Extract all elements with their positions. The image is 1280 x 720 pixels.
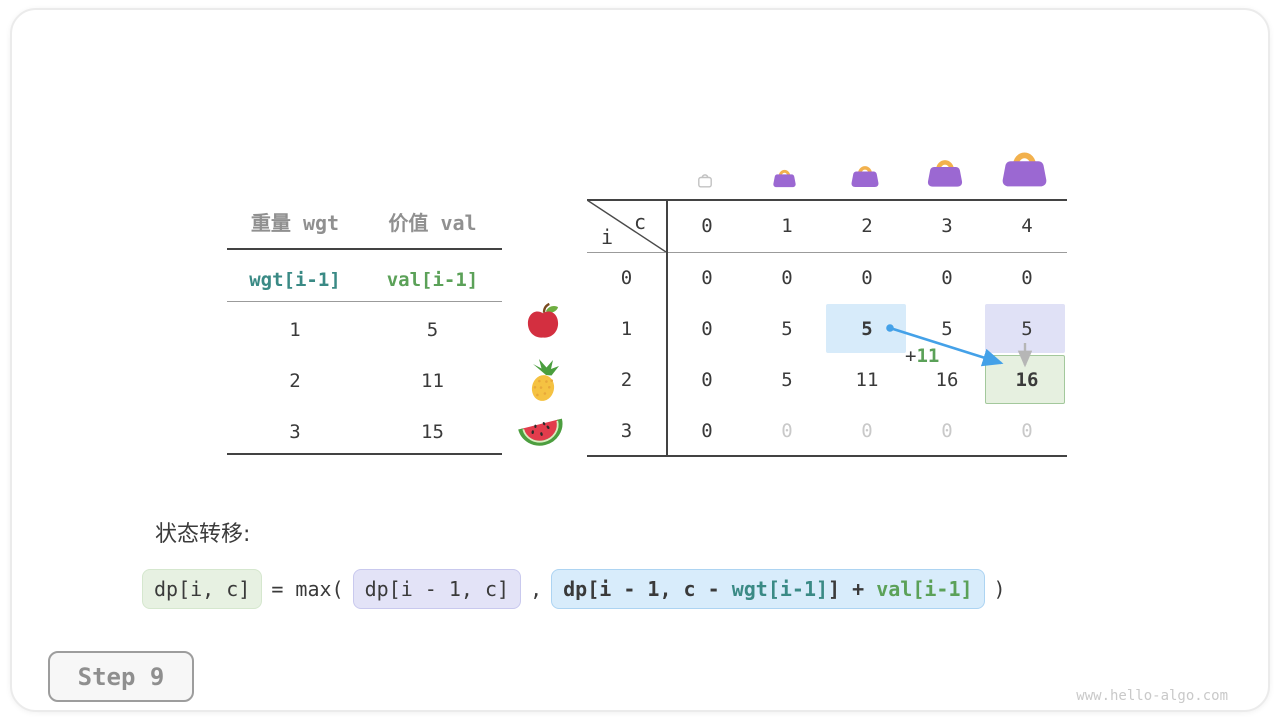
dp-cell: 0 <box>781 266 793 289</box>
dp-cell-uncomputed: 0 <box>781 419 793 442</box>
dp-cell: 5 <box>781 317 793 340</box>
dp-column-headers: 0 1 2 3 4 <box>667 200 1067 252</box>
dp-cell: 5 <box>941 317 953 340</box>
transition-arrows <box>886 324 1033 368</box>
dp-row-var-label: i <box>601 225 614 249</box>
weights-col-header: 重量 wgt <box>250 210 340 235</box>
dp-table-bottom-border <box>587 455 1067 457</box>
dp-cell: 0 <box>701 368 713 391</box>
value-cell: 11 <box>421 370 444 392</box>
value-cell: 5 <box>426 319 439 341</box>
plus-sign: + <box>905 345 917 367</box>
dp-cell-uncomputed: 0 <box>941 419 953 442</box>
dp-col-header: 1 <box>781 215 793 237</box>
dp-row-headers: 0 1 2 3 <box>587 252 666 456</box>
dp-cell: 0 <box>1021 266 1033 289</box>
pineapple-icon <box>531 359 559 401</box>
formula-comma: , <box>530 577 543 601</box>
divider <box>227 453 502 455</box>
dp-cell-target: 16 <box>1015 368 1039 391</box>
bag-outline-icon <box>697 170 713 188</box>
watermelon-icon <box>518 418 563 446</box>
formula-eq-max: = max( <box>271 577 344 601</box>
weight-cell: 1 <box>289 319 301 341</box>
figure-canvas: 重量 wgt 价值 val wgt[i-1] val[i-1] 1 5 2 11… <box>10 8 1270 712</box>
dp-cell-keep: 5 <box>1021 317 1033 340</box>
dp-cell: 16 <box>935 368 959 391</box>
divider <box>227 248 502 250</box>
dp-row-header: 0 <box>620 266 633 289</box>
take-arrow <box>889 326 1004 367</box>
dp-table-top-border <box>587 199 1067 201</box>
dp-row-header: 2 <box>620 368 633 391</box>
dp-cell-uncomputed: 0 <box>1021 419 1033 442</box>
transition-formula: dp[i, c] = max( dp[i - 1, c] , dp[i - 1,… <box>142 569 1006 609</box>
dp-col-var-label: c <box>634 210 647 234</box>
take-mid: ] + <box>828 577 877 601</box>
take-prefix: dp[i - 1, c - <box>563 577 732 601</box>
bag-xlarge-icon <box>1000 141 1049 188</box>
bag-small-icon <box>772 164 797 188</box>
apple-icon <box>527 302 559 338</box>
watermark: www.hello-algo.com <box>1076 688 1228 704</box>
value-cell: 15 <box>421 421 444 443</box>
dp-col-header: 3 <box>941 215 953 237</box>
values-col-header: 价值 val <box>388 210 477 235</box>
dp-cell: 0 <box>861 266 873 289</box>
take-wgt-term: wgt[i-1] <box>731 577 829 601</box>
weight-cell: 3 <box>289 421 301 443</box>
dp-col-header: 0 <box>701 215 713 237</box>
val-var-cell: val[i-1] <box>386 269 479 291</box>
gain-value: 11 <box>916 345 940 367</box>
formula-keep-pill: dp[i - 1, c] <box>352 569 522 609</box>
formula-lhs-pill: dp[i, c] <box>142 569 263 609</box>
dp-cell: 0 <box>701 266 713 289</box>
state-transition-heading: 状态转移: <box>155 522 251 547</box>
dp-table-header-divider <box>587 252 1067 253</box>
dp-cell-uncomputed: 0 <box>861 419 873 442</box>
divider <box>227 301 502 302</box>
wgt-var-cell: wgt[i-1] <box>249 269 341 291</box>
dp-cell: 0 <box>701 419 713 442</box>
take-val-term: val[i-1] <box>876 577 973 601</box>
step-badge: Step 9 <box>48 651 194 702</box>
formula-close-paren: ) <box>993 577 1006 601</box>
dp-cell: 0 <box>941 266 953 289</box>
formula-take-pill: dp[i - 1, c - wgt[i-1]] + val[i-1] <box>551 569 985 609</box>
dp-value-grid: 0 0 0 0 0 0 5 5 5 5 0 5 11 16 16 0 0 0 0… <box>667 252 1067 456</box>
weight-cell: 2 <box>289 370 301 392</box>
dp-cell-source: 5 <box>861 317 873 340</box>
bag-large-icon <box>926 151 964 188</box>
dp-cell: 0 <box>701 317 713 340</box>
dp-row-header: 1 <box>620 317 633 340</box>
bag-medium-icon <box>850 159 880 188</box>
gain-annotation: +11 <box>905 345 939 367</box>
dp-cell: 5 <box>781 368 793 391</box>
dp-cell: 11 <box>855 368 879 391</box>
dp-table-vertical-divider <box>666 199 668 457</box>
dp-row-header: 3 <box>620 419 633 442</box>
dp-corner-diagonal <box>587 200 667 252</box>
dp-col-header: 4 <box>1021 215 1033 237</box>
dp-col-header: 2 <box>861 215 873 237</box>
